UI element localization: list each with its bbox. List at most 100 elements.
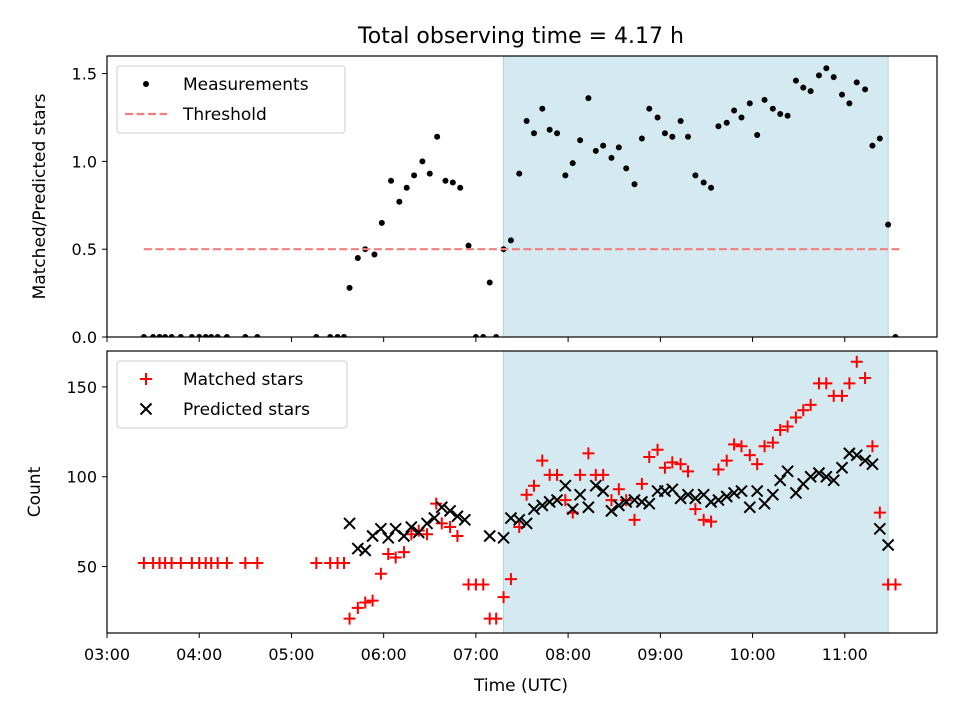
data-point [889,578,902,591]
data-point [559,494,572,507]
data-point [397,529,411,543]
legend-label: Predicted stars [183,400,310,420]
data-point [434,133,441,140]
legend-label: Matched stars [183,370,303,390]
data-point [735,440,748,453]
data-point [628,493,641,507]
legend-x-swatch [139,402,153,416]
data-point [156,334,163,337]
data-point [839,91,846,98]
data-point [351,542,365,555]
legend-label: Measurements [183,75,309,95]
data-point [784,112,791,119]
series-matched-stars [137,355,902,625]
data-point [631,181,638,188]
data-point [174,556,187,569]
data-point [792,77,799,84]
data-point [585,95,592,102]
data-point [527,479,540,492]
data-point [382,547,395,560]
data-point [457,184,464,191]
data-point [751,458,764,471]
data-point [359,544,372,557]
data-point [421,528,434,541]
data-point [635,477,648,490]
data-point [827,474,840,487]
data-point [674,458,687,471]
shaded-region [503,350,889,634]
data-point [480,334,487,337]
data-point [530,130,537,137]
data-point [343,517,356,530]
data-point [643,497,656,510]
data-point [520,517,533,530]
data-point [873,506,886,519]
data-point [638,135,645,142]
data-point [449,179,456,186]
data-point [177,334,184,337]
data-point [731,107,738,114]
data-point [490,612,503,625]
legend-dot-swatch [143,81,149,87]
legend-label: Threshold [182,105,267,125]
data-point [769,105,776,112]
data-point [202,334,209,337]
data-point [435,501,448,514]
data-point [223,334,230,337]
data-point [685,133,691,140]
axes-frame [106,55,938,338]
data-point [451,510,464,523]
x-axis-label: Time (UTC) [473,676,568,696]
y-tick-label: 50 [77,558,97,577]
y-tick-label: 0.0 [72,328,97,347]
data-point [497,591,510,604]
data-point [843,377,856,390]
data-point [239,556,252,569]
data-point [550,493,564,507]
data-point [426,170,433,177]
data-point [405,520,418,534]
data-point [566,502,579,516]
data-point [689,492,702,505]
data-point [853,79,860,86]
data-point [766,436,779,449]
data-point [743,449,756,462]
data-point [654,114,661,121]
data-point [543,495,556,509]
data-point [781,465,794,478]
data-point [574,468,587,481]
data-point [866,457,879,471]
data-point [836,389,849,402]
data-point [374,522,388,536]
data-point [700,179,707,186]
legend-box [116,360,348,429]
data-point [504,573,517,586]
y-tick-label: 100 [66,468,97,487]
data-point [589,479,602,492]
data-point [220,556,233,569]
series-predicted-stars [343,447,895,557]
data-point [382,531,395,545]
data-point [334,334,341,337]
data-point [577,137,584,144]
data-point [536,454,549,467]
data-point [704,495,718,509]
data-point [738,114,745,121]
y-tick-label: 1.0 [72,152,97,171]
data-point [150,334,157,337]
data-point [605,494,618,507]
data-point [661,130,668,137]
data-point [338,556,351,569]
data-point [420,517,434,530]
data-point [843,447,856,460]
top-panel: 0.0 0.5 1.0 1.5 Matched/Predicted stars Measu… [30,55,938,347]
legend: Matched stars Predicted stars [116,360,348,429]
data-point [596,484,610,498]
data-point [720,490,733,503]
y-tick-label: 1.5 [72,65,97,84]
data-point [554,130,561,137]
data-point [761,96,768,103]
data-point [682,465,694,478]
data-point [823,65,830,72]
data-point [850,355,863,368]
